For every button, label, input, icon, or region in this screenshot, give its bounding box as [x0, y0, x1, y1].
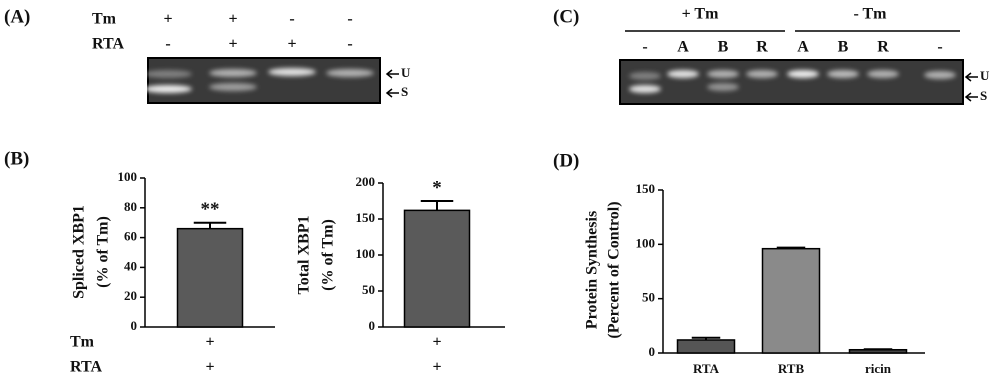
panel-label: (C) [553, 6, 579, 27]
gel-band [707, 70, 739, 78]
row-value: - [347, 36, 352, 53]
bar [676, 339, 736, 354]
arrow-head [964, 92, 972, 102]
y-tick-label: 100 [118, 169, 138, 184]
row-value: + [205, 359, 214, 376]
x-tick-label: RTA [693, 361, 720, 376]
row-value: + [287, 36, 296, 53]
panel-label: (B) [4, 148, 29, 169]
row-label: RTA [70, 359, 102, 376]
row-label: RTA [92, 36, 124, 53]
gel-band [667, 70, 699, 78]
y-axis-label: (% of Tm) [320, 219, 337, 291]
row-value: - [165, 36, 170, 53]
y-tick-label: 100 [356, 246, 376, 261]
lane-label: B [718, 39, 729, 56]
lane-label: B [838, 39, 849, 56]
gel [147, 57, 381, 104]
gel-band [209, 69, 257, 77]
lane-label: A [797, 39, 809, 56]
bar [176, 227, 244, 328]
row-value: + [228, 36, 237, 53]
gel-band [629, 85, 661, 93]
x-tick-label: ricin [865, 361, 892, 376]
y-axis-label: Spliced XBP1 [71, 205, 88, 299]
gel-band [707, 83, 739, 91]
gel-band [144, 70, 192, 78]
y-tick-label: 60 [124, 229, 137, 244]
arrow-head [385, 69, 393, 79]
gel-band [209, 83, 257, 91]
gel-band [144, 85, 192, 93]
lane-label: A [677, 39, 689, 56]
y-tick-label: 20 [124, 288, 137, 303]
gel-band [867, 70, 899, 78]
row-label: Tm [92, 11, 117, 28]
y-tick-label: 50 [642, 290, 655, 305]
gel [619, 59, 964, 105]
y-axis-label: (% of Tm) [95, 216, 112, 288]
row-value: + [205, 334, 214, 351]
gel-band [326, 69, 374, 77]
gel-band [629, 72, 661, 80]
y-tick-label: 150 [356, 210, 376, 225]
lane-label: - [937, 39, 942, 56]
band-label: U [401, 65, 411, 80]
bar [848, 348, 908, 354]
x-tick-label: RTB [778, 361, 805, 376]
y-axis-label: Total XBP1 [296, 216, 313, 295]
arrow-head [385, 88, 393, 98]
gel-band [924, 71, 956, 79]
y-axis-label: Protein Synthesis [584, 211, 601, 329]
row-value: + [163, 11, 172, 28]
lane-label: R [877, 39, 889, 56]
row-value: - [289, 11, 294, 28]
group-label: + Tm [682, 6, 720, 23]
panel-label: (D) [553, 150, 579, 171]
group-label: - Tm [853, 6, 887, 23]
row-value: - [347, 11, 352, 28]
band-label: S [401, 84, 408, 99]
row-value: + [432, 359, 441, 376]
y-tick-label: 0 [131, 318, 138, 333]
lane-label: R [756, 39, 768, 56]
arrow-head [964, 72, 972, 82]
y-tick-label: 150 [636, 181, 656, 196]
gel-band [787, 70, 819, 78]
y-tick-label: 50 [362, 282, 375, 297]
annotation: ** [201, 199, 220, 220]
panel-label: (A) [4, 6, 30, 27]
y-tick-label: 0 [649, 344, 656, 359]
row-value: + [432, 334, 441, 351]
gel-band [268, 68, 316, 76]
y-axis-label: (Percent of Control) [606, 201, 623, 338]
gel-band [827, 70, 859, 78]
gel-band [746, 70, 778, 78]
lane-label: - [642, 39, 647, 56]
bar [403, 209, 471, 328]
y-tick-label: 40 [124, 258, 137, 273]
annotation: * [432, 177, 442, 198]
y-tick-label: 80 [124, 199, 137, 214]
row-label: Tm [70, 334, 95, 351]
band-label: S [980, 88, 987, 103]
y-tick-label: 200 [356, 174, 376, 189]
band-label: U [980, 68, 990, 83]
y-tick-label: 100 [636, 235, 656, 250]
row-value: + [228, 11, 237, 28]
y-tick-label: 0 [369, 318, 376, 333]
bar [761, 247, 821, 354]
